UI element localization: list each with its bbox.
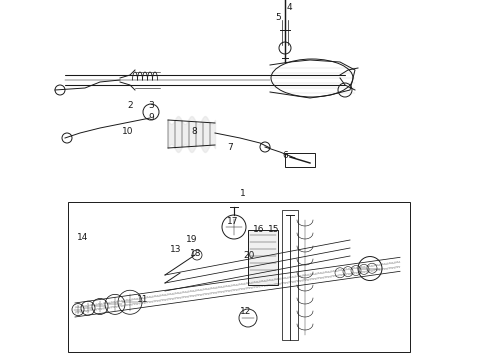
Text: 4: 4: [286, 4, 292, 13]
Text: 16: 16: [253, 225, 265, 234]
Text: 20: 20: [244, 251, 255, 260]
Text: 2: 2: [127, 100, 133, 109]
Text: 7: 7: [227, 144, 233, 153]
Bar: [248, 230, 278, 285]
Text: 3: 3: [148, 100, 154, 109]
Text: 14: 14: [77, 233, 89, 242]
Text: 1: 1: [240, 189, 246, 198]
Bar: [282, 210, 298, 340]
Bar: [285, 153, 315, 167]
Text: 6: 6: [282, 150, 288, 159]
Text: 5: 5: [275, 13, 281, 22]
Text: 13: 13: [170, 246, 182, 255]
Text: 15: 15: [268, 225, 280, 234]
Text: 10: 10: [122, 127, 134, 136]
Bar: [68, 202, 410, 352]
Text: 19: 19: [186, 235, 198, 244]
Text: 12: 12: [240, 306, 252, 315]
Text: 17: 17: [227, 217, 239, 226]
Text: 11: 11: [137, 296, 149, 305]
Text: 9: 9: [148, 113, 154, 122]
Text: 18: 18: [190, 248, 202, 257]
Text: 8: 8: [191, 127, 197, 136]
